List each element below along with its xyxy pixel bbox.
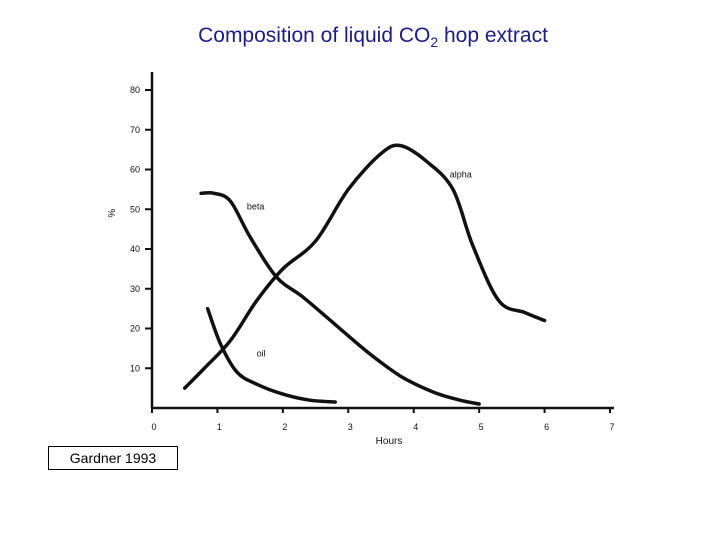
series-line-oil <box>205 306 337 404</box>
series-line-alpha <box>182 143 547 390</box>
x-tick-label: 6 <box>544 422 549 432</box>
y-tick-label: 80 <box>130 85 140 95</box>
x-axis-label: Hours <box>376 436 403 447</box>
title-prefix: Composition of liquid CO <box>198 24 431 47</box>
series-label-beta: beta <box>247 201 265 211</box>
title-suffix: hop extract <box>438 24 548 47</box>
series-label-alpha: alpha <box>450 169 472 179</box>
y-tick-label: 70 <box>130 125 140 135</box>
source-citation: Gardner 1993 <box>48 446 178 470</box>
x-tick-label: 5 <box>479 422 484 432</box>
y-tick-label: 30 <box>130 284 140 294</box>
x-tick-label: 1 <box>217 422 222 432</box>
x-tick-label: 2 <box>282 422 287 432</box>
x-tick-label: 0 <box>151 422 156 432</box>
y-tick-label: 10 <box>130 363 140 373</box>
y-tick-label: 20 <box>130 324 140 334</box>
series-label-oil: oil <box>257 348 266 358</box>
y-tick-label: 50 <box>130 204 140 214</box>
x-tick-label: 7 <box>609 422 614 432</box>
series-line-beta <box>199 191 481 406</box>
y-tick-label: 60 <box>130 165 140 175</box>
y-tick-label: 40 <box>130 244 140 254</box>
x-tick-label: 4 <box>413 422 418 432</box>
title-subscript: 2 <box>430 34 439 51</box>
y-axis-label: % <box>105 209 116 218</box>
chart-title: Composition of liquid CO2 hop extract <box>0 24 720 50</box>
x-tick-label: 3 <box>348 422 353 432</box>
